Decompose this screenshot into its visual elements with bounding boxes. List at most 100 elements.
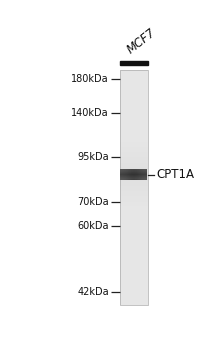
Bar (120, 205, 148, 206)
Bar (120, 303, 148, 304)
Bar (120, 71, 148, 72)
Bar (120, 206, 148, 207)
Bar (120, 202, 148, 203)
Bar (120, 173, 147, 174)
Bar (120, 290, 148, 292)
Bar (120, 275, 148, 276)
Bar (135, 169, 136, 180)
Bar (120, 102, 148, 103)
Bar (120, 266, 148, 267)
Bar (120, 82, 148, 83)
Bar (126, 169, 127, 180)
Bar (120, 282, 148, 284)
Bar (120, 123, 148, 124)
Bar (120, 177, 147, 178)
Bar (120, 209, 148, 210)
Bar (120, 174, 147, 175)
Bar (120, 215, 148, 216)
Bar (120, 90, 148, 91)
Bar (120, 197, 148, 198)
Bar (120, 168, 148, 169)
Bar (120, 222, 148, 223)
Bar (120, 234, 148, 235)
Bar (120, 289, 148, 290)
Bar (120, 179, 147, 180)
Bar (141, 169, 142, 180)
Bar (120, 97, 148, 98)
Bar (120, 149, 148, 150)
Bar (120, 248, 148, 249)
Bar (120, 99, 148, 100)
Bar (120, 117, 148, 118)
Bar (120, 109, 148, 110)
Bar (140, 169, 141, 180)
Bar (120, 127, 148, 128)
Bar (120, 122, 148, 124)
Bar (120, 242, 148, 243)
Bar (120, 203, 148, 204)
Text: CPT1A: CPT1A (157, 168, 195, 181)
Bar (120, 287, 148, 288)
Bar (120, 86, 148, 87)
Bar (120, 104, 148, 105)
Bar (120, 129, 148, 130)
Bar (120, 229, 148, 230)
Bar (120, 284, 148, 285)
Bar (120, 104, 148, 105)
Bar (124, 169, 125, 180)
Bar (120, 126, 148, 127)
Bar (120, 298, 148, 299)
Bar (120, 211, 148, 212)
Bar (120, 154, 148, 155)
Bar (120, 146, 148, 147)
Bar (136, 169, 137, 180)
Bar (120, 267, 148, 268)
Bar (120, 275, 148, 276)
Bar (120, 179, 147, 180)
Bar (120, 243, 148, 244)
Bar (120, 184, 148, 185)
Bar (120, 172, 147, 173)
Bar (120, 169, 121, 180)
Bar (120, 301, 148, 302)
Bar (120, 112, 148, 113)
Bar (120, 170, 147, 171)
Bar (120, 240, 148, 241)
Bar (120, 270, 148, 271)
Bar (120, 90, 148, 91)
Bar (120, 139, 148, 140)
Bar (120, 291, 148, 292)
Bar (120, 195, 148, 196)
Bar (120, 79, 148, 80)
Bar (120, 252, 148, 253)
Bar (120, 113, 148, 114)
Bar (120, 166, 148, 167)
Bar (120, 171, 147, 172)
Bar (120, 119, 148, 120)
Bar (120, 159, 148, 160)
Bar (120, 83, 148, 84)
Bar (120, 167, 148, 168)
Bar (120, 261, 148, 262)
Bar (120, 197, 148, 198)
Bar (120, 246, 148, 247)
Bar (120, 78, 148, 79)
Bar (120, 106, 148, 107)
Bar (120, 124, 148, 125)
Bar (126, 169, 127, 180)
Bar (120, 169, 147, 170)
Text: 60kDa: 60kDa (77, 221, 109, 231)
Bar (120, 89, 148, 90)
Bar (120, 170, 148, 171)
Bar (120, 116, 148, 117)
Bar (120, 259, 148, 260)
Bar (120, 218, 148, 219)
Bar (120, 136, 148, 137)
Bar (120, 143, 148, 144)
Bar (120, 271, 148, 272)
Bar (120, 280, 148, 281)
Bar (120, 290, 148, 291)
Bar (144, 169, 145, 180)
Bar (120, 278, 148, 279)
Bar (120, 103, 148, 104)
